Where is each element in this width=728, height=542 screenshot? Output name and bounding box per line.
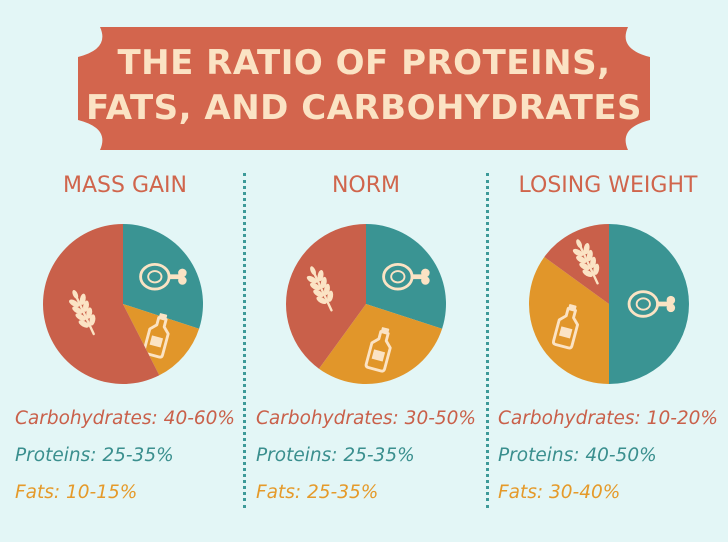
stat-carbohydrates: Carbohydrates: 40-60% — [15, 408, 236, 429]
stats-list: Carbohydrates: 10-20% Proteins: 40-50% F… — [498, 400, 718, 511]
title-line-2: FATS, AND CARBOHYDRATES — [85, 88, 643, 128]
chart-title: MASS GAIN — [63, 173, 187, 198]
pie-slice-carbohydrates — [42, 224, 160, 384]
title-banner: THE RATIO OF PROTEINS, FATS, AND CARBOHY… — [78, 27, 650, 150]
wheat-icon — [572, 239, 600, 285]
pie-slice-proteins — [366, 224, 446, 329]
stat-fats: Fats: 10-15% — [15, 482, 138, 503]
stat-fats: Fats: 25-35% — [256, 482, 379, 503]
ham-icon — [139, 262, 187, 291]
title-line-1: THE RATIO OF PROTEINS, — [117, 43, 611, 83]
pie-chart-mass-gain — [42, 224, 203, 384]
column-divider — [486, 173, 489, 508]
ham-icon — [627, 290, 676, 318]
pie-chart-norm — [286, 224, 446, 384]
chart-title: NORM — [331, 173, 401, 198]
pie-chart-losing-weight — [529, 224, 689, 384]
pie-slice-proteins — [123, 224, 203, 329]
pie-slice-fats — [318, 304, 443, 384]
bottle-icon — [364, 327, 392, 373]
pie-slice-fats — [529, 256, 609, 384]
wheat-icon — [306, 266, 334, 312]
chart-title: LOSING WEIGHT — [518, 173, 698, 198]
column-divider — [243, 173, 246, 508]
stat-fats: Fats: 30-40% — [498, 482, 621, 503]
pie-slice-carbohydrates — [544, 224, 609, 304]
stat-proteins: Proteins: 25-35% — [256, 445, 415, 466]
ham-icon — [382, 262, 430, 291]
stats-list: Carbohydrates: 40-60% Proteins: 25-35% F… — [15, 400, 235, 511]
stat-proteins: Proteins: 25-35% — [15, 445, 174, 466]
page-title: THE RATIO OF PROTEINS, FATS, AND CARBOHY… — [78, 41, 650, 131]
banner-shape — [78, 27, 650, 150]
stats-list: Carbohydrates: 30-50% Proteins: 25-35% F… — [256, 400, 476, 511]
stat-carbohydrates: Carbohydrates: 30-50% — [256, 408, 477, 429]
stat-carbohydrates: Carbohydrates: 10-20% — [498, 408, 719, 429]
wheat-icon — [69, 289, 96, 336]
bottle-icon — [551, 304, 579, 350]
stat-proteins: Proteins: 40-50% — [498, 445, 657, 466]
